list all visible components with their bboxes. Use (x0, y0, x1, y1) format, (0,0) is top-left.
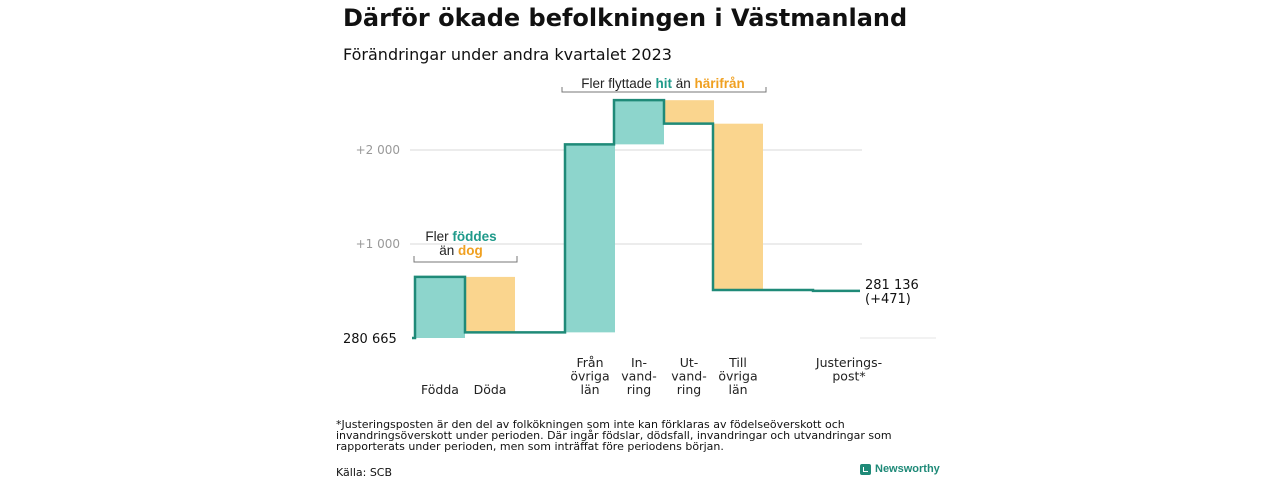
x-label-2-0: Från (576, 355, 603, 370)
migration-annotation: Fler flyttade hit än härifrån (581, 76, 745, 91)
start-value-label: 280 665 (343, 332, 397, 347)
end-value-label: 281 136 (865, 278, 919, 293)
y-tick-label-0: +1 000 (356, 237, 400, 251)
source-label: Källa: SCB (336, 466, 393, 479)
x-label-4-2: ring (677, 382, 701, 397)
x-label-1-0: Döda (474, 382, 507, 397)
x-label-6-1: post* (832, 369, 865, 384)
brand-name: Newsworthy (875, 463, 940, 475)
x-label-3-1: vand- (621, 369, 656, 384)
births-bracket (413, 256, 518, 263)
running-total-line (412, 98, 860, 340)
bar-invandring (614, 100, 664, 145)
footnote: *Justeringsposten är den del av folkökni… (336, 418, 892, 453)
x-label-6-0: Justerings- (815, 355, 882, 370)
x-label-2-1: övriga (570, 369, 609, 384)
chart-title: Därför ökade befolkningen i Västmanland (343, 4, 908, 32)
x-label-5-1: övriga (718, 369, 757, 384)
x-label-3-0: In- (631, 355, 647, 370)
newsworthy-icon (860, 463, 871, 475)
bar-döda (465, 276, 515, 333)
x-label-0-0: Födda (421, 382, 459, 397)
x-label-4-0: Ut- (680, 355, 699, 370)
bar-utvandring (664, 100, 714, 124)
brand-logo: Newsworthy (860, 463, 940, 475)
bar-födda (415, 276, 465, 338)
y-tick-label-1: +2 000 (356, 143, 400, 157)
chart-subtitle: Förändringar under andra kvartalet 2023 (343, 45, 672, 64)
end-change-label: (+471) (865, 292, 911, 307)
bar-till-övriga-län (713, 123, 763, 291)
x-label-2-2: län (580, 382, 599, 397)
x-label-5-2: län (728, 382, 747, 397)
births-annotation-line2: än dog (439, 243, 483, 258)
migration-bracket (561, 87, 767, 93)
births-annotation-line1: Fler föddes (425, 229, 496, 244)
x-label-3-2: ring (627, 382, 651, 397)
x-label-4-1: vand- (671, 369, 706, 384)
bar-från-övriga-län (565, 144, 615, 333)
x-label-5-0: Till (728, 355, 747, 370)
